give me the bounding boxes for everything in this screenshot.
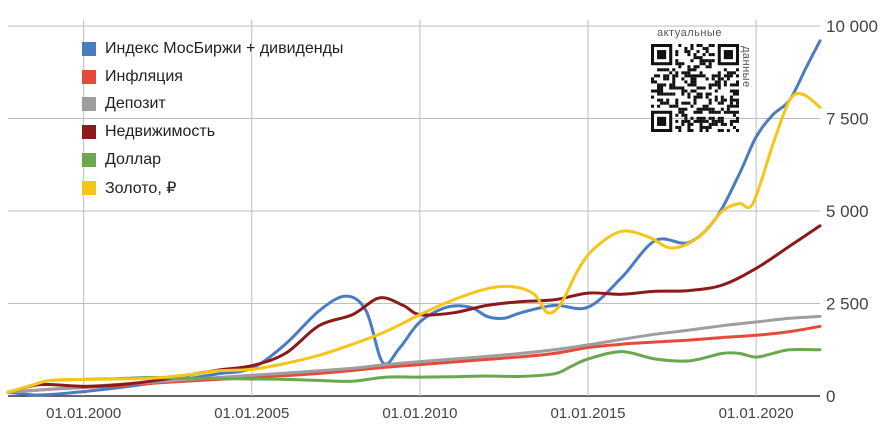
legend-label: Золото, ₽ <box>105 179 177 197</box>
legend-swatch <box>82 180 96 195</box>
legend-label: Индекс МосБиржи + дивиденды <box>105 39 344 57</box>
legend: Индекс МосБиржи + дивиденды Инфляция Депоз… <box>82 35 343 202</box>
legend-swatch <box>82 41 96 56</box>
x-tick-label: 01.01.2010 <box>382 405 457 422</box>
y-tick-label: 7 500 <box>826 110 869 129</box>
y-tick-label: 2 500 <box>826 295 869 314</box>
y-tick-label: 10 000 <box>826 17 878 36</box>
qr-caption-top: актуальные <box>657 27 722 39</box>
legend-item: Золото, ₽ <box>82 174 343 202</box>
legend-label: Недвижимость <box>105 123 216 141</box>
legend-swatch <box>82 153 96 168</box>
series-layer <box>6 39 822 397</box>
y-tick-label: 5 000 <box>826 202 869 221</box>
legend-item: Индекс МосБиржи + дивиденды <box>82 35 343 63</box>
x-tick-label: 01.01.2005 <box>214 405 289 422</box>
legend-item: Инфляция <box>82 63 343 91</box>
legend-swatch <box>82 125 96 140</box>
series-line-5 <box>6 91 822 394</box>
x-tick-label: 01.01.2000 <box>46 405 121 422</box>
qr-code-icon <box>651 44 739 132</box>
legend-label: Доллар <box>105 151 162 169</box>
x-tick-label: 01.01.2015 <box>550 405 625 422</box>
y-tick-label: 0 <box>826 387 835 406</box>
legend-swatch <box>82 97 96 112</box>
legend-swatch <box>82 69 96 84</box>
axis-layer: 0 2 500 5 000 7 500 10 000 01.01.2000 01.01.20… <box>46 17 878 422</box>
legend-item: Доллар <box>82 146 343 174</box>
x-tick-label: 01.01.2020 <box>719 405 794 422</box>
legend-item: Депозит <box>82 91 343 119</box>
qr-caption-side: данные <box>740 46 752 88</box>
legend-item: Недвижимость <box>82 118 343 146</box>
legend-label: Депозит <box>105 95 166 113</box>
series-line-3 <box>6 224 822 394</box>
legend-label: Инфляция <box>105 67 183 85</box>
